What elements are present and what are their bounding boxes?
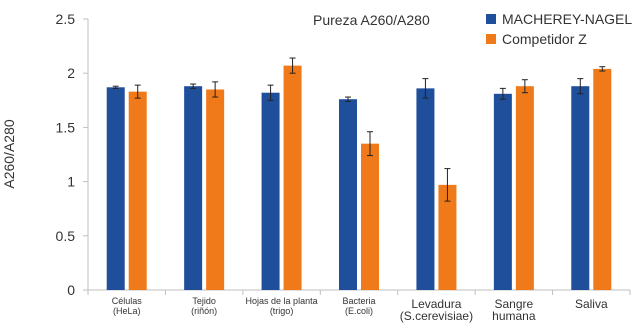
x-tick-label-line: (trigo) — [270, 306, 294, 316]
x-tick-label: Bacteria (E.coli) — [342, 296, 375, 316]
bar — [128, 91, 147, 291]
bar — [106, 87, 125, 291]
y-tick-label: 1.5 — [56, 119, 76, 135]
x-tick-label-line: Levadura — [411, 297, 461, 311]
bar — [493, 93, 512, 291]
bar — [206, 89, 225, 291]
x-tick-label: Levadura (S.cerevisiae) — [400, 297, 473, 323]
x-tick-label-line: Bacteria — [342, 296, 375, 306]
bar — [261, 92, 280, 290]
x-tick-label-line: Saliva — [575, 297, 608, 311]
bar — [184, 86, 203, 290]
bar — [438, 184, 457, 290]
legend-swatch — [486, 14, 496, 24]
x-tick-label-line: humana — [492, 309, 536, 323]
x-tick-label-line: Sangre — [495, 297, 534, 311]
x-axis: Células (HeLa) Tejido (riñón) Hojas de la pl… — [87, 289, 631, 323]
bar — [361, 143, 379, 290]
y-tick-label: 2 — [67, 65, 75, 81]
legend: MACHEREY-NAGEL Competidor Z — [486, 11, 632, 47]
bars — [106, 57, 612, 291]
y-tick-label: 2.5 — [56, 11, 76, 27]
y-tick-label: 0.5 — [56, 228, 76, 244]
legend-label: Competidor Z — [502, 31, 587, 47]
x-tick-label: Sangre humana — [492, 297, 536, 323]
y-tick-label: 1 — [67, 174, 75, 190]
bar — [593, 68, 612, 290]
bar — [339, 99, 357, 290]
y-axis: 0 0.5 1 1.5 2 2.5 — [56, 11, 89, 298]
bar — [283, 65, 302, 290]
x-tick-label: Hojas de la planta (trigo) — [246, 296, 318, 316]
y-axis-label: A260/A280 — [1, 119, 17, 188]
y-tick-label: 0 — [67, 282, 75, 298]
bar — [571, 86, 590, 290]
x-tick-label-line: (S.cerevisiae) — [400, 309, 473, 323]
legend-swatch — [486, 34, 496, 44]
x-tick-label-line: Tejido — [192, 296, 216, 306]
legend-label: MACHEREY-NAGEL — [502, 11, 632, 27]
x-tick-label: Células (HeLa) — [112, 296, 143, 316]
x-tick-label-line: (riñón) — [191, 306, 217, 316]
x-tick-label-line: (E.coli) — [345, 306, 373, 316]
x-tick-label: Tejido (riñón) — [191, 296, 217, 316]
chart-title: Pureza A260/A280 — [313, 12, 430, 28]
x-tick-label-line: Hojas de la planta — [246, 296, 318, 306]
x-tick-label-line: Células — [112, 296, 143, 306]
bar — [416, 88, 435, 290]
x-tick-label: Saliva — [575, 297, 608, 311]
x-tick-label-line: (HeLa) — [113, 306, 141, 316]
bar — [515, 86, 534, 290]
